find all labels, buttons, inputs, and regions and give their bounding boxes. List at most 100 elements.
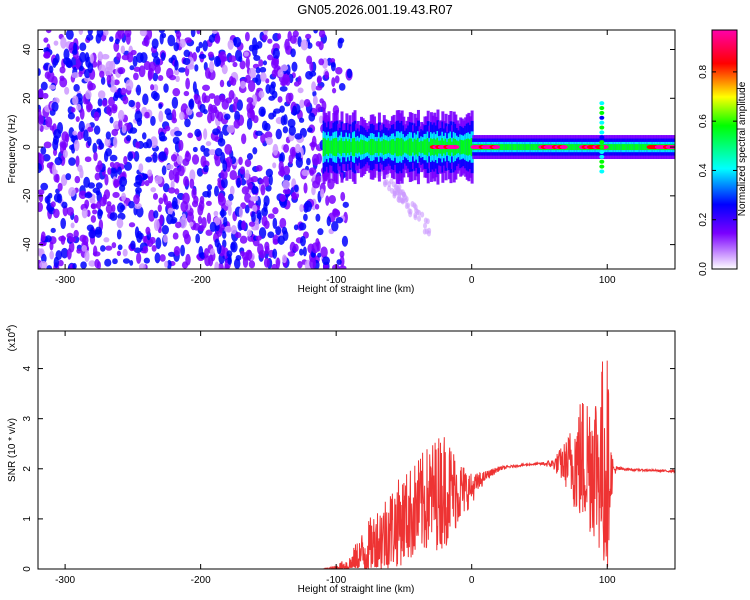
heatmap-cell <box>77 131 83 141</box>
heatmap-cell <box>504 144 508 151</box>
heatmap-cell <box>57 182 63 192</box>
snr-panel: -300 -200 -100 0 100 0 1 2 3 4 Height of straigh… <box>6 325 676 595</box>
heatmap-cell <box>133 247 142 254</box>
heatmap-cell <box>246 229 252 237</box>
heatmap-cell <box>174 59 179 71</box>
heatmap-cell <box>607 144 611 151</box>
heatmap-cell <box>189 178 195 189</box>
heatmap-cell <box>152 72 159 82</box>
heatmap-cell <box>277 96 283 103</box>
heatmap-cell <box>39 260 48 269</box>
heatmap-cell <box>524 144 528 151</box>
heatmap-cell <box>79 234 87 243</box>
heatmap-cell <box>84 192 93 199</box>
heatmap-cell <box>228 90 235 100</box>
heatmap-cell <box>224 143 233 155</box>
spectrogram-frame <box>37 29 676 270</box>
heatmap-cell <box>184 118 191 128</box>
heatmap-cell <box>247 80 256 92</box>
heatmap-cell <box>208 69 216 81</box>
heatmap-cell <box>74 175 81 184</box>
heatmap-cell <box>329 58 336 64</box>
heatmap-cell <box>116 250 122 257</box>
heatmap-cell <box>73 42 78 54</box>
heatmap-cell <box>197 204 204 216</box>
heatmap-cell <box>97 51 104 62</box>
heatmap-cell <box>210 248 215 255</box>
heatmap-cell <box>153 219 160 231</box>
heatmap-cell <box>321 256 330 265</box>
heatmap-cell <box>186 211 195 224</box>
heatmap-cell <box>106 201 112 207</box>
snr-y-tick-label: 0 <box>22 566 33 572</box>
heatmap-cell <box>76 248 82 254</box>
spectrogram-x-axis-label: Height of straight line (km) <box>298 284 415 295</box>
heatmap-cell <box>530 144 534 151</box>
heatmap-cell <box>126 52 134 63</box>
heatmap-cell <box>40 231 46 242</box>
heatmap-cell <box>460 139 464 155</box>
heatmap-cell <box>321 100 327 112</box>
heatmap-cell <box>51 101 59 112</box>
heatmap-cell <box>239 80 246 89</box>
heatmap-cell <box>348 139 352 156</box>
heatmap-cell <box>311 135 317 148</box>
heatmap-cell <box>220 223 225 231</box>
heatmap-cell <box>205 141 212 147</box>
heatmap-cell <box>277 235 285 245</box>
heatmap-cell <box>376 141 380 153</box>
heatmap-cell <box>202 40 208 52</box>
heatmap-cell <box>426 230 431 237</box>
snr-x-tick-label: -200 <box>191 575 211 586</box>
heatmap-cell <box>234 110 241 122</box>
heatmap-cell <box>414 207 419 214</box>
heatmap-cell <box>54 157 63 166</box>
heatmap-cell <box>312 95 318 106</box>
heatmap-cell <box>568 144 572 151</box>
heatmap-cell <box>626 144 630 151</box>
heatmap-cell <box>315 173 321 185</box>
heatmap-cell <box>97 160 103 171</box>
heatmap-cell <box>287 251 295 257</box>
heatmap-cell <box>261 215 268 227</box>
heatmap-cell <box>248 67 256 79</box>
heatmap-cell <box>79 51 87 63</box>
heatmap-cell <box>204 247 209 259</box>
heatmap-cell <box>152 193 159 200</box>
heatmap-cell <box>121 124 127 134</box>
heatmap-cell <box>219 79 225 88</box>
heatmap-cell <box>183 49 191 58</box>
heatmap-cell <box>315 41 321 47</box>
heatmap-cell <box>133 194 140 205</box>
heatmap-cell <box>50 201 56 208</box>
heatmap-cell <box>258 227 267 239</box>
heatmap-cell <box>61 201 68 209</box>
heatmap-cell <box>263 257 270 268</box>
heatmap-cell <box>152 151 158 163</box>
heatmap-cell <box>251 45 258 57</box>
heatmap-cell <box>149 236 156 245</box>
heatmap-cell <box>95 190 100 196</box>
heatmap-cell <box>159 32 164 45</box>
heatmap-cell <box>212 128 221 136</box>
heatmap-cell <box>255 235 262 241</box>
heatmap-cell <box>190 30 196 38</box>
heatmap-cell <box>621 144 625 151</box>
heatmap-cell <box>103 237 110 243</box>
heatmap-cell <box>270 58 279 69</box>
heatmap-cell <box>173 174 179 183</box>
heatmap-cell <box>147 169 153 177</box>
heatmap-cell <box>599 140 605 145</box>
heatmap-cell <box>400 137 404 157</box>
heatmap-cell <box>164 108 172 116</box>
heatmap-cell <box>77 164 83 173</box>
heatmap-cell <box>183 90 190 97</box>
heatmap-cell <box>312 90 317 97</box>
heatmap-cell <box>222 231 227 239</box>
spectrogram-x-ticks: -300 -200 -100 0 100 <box>55 30 616 286</box>
heatmap-cell <box>182 158 190 167</box>
heatmap-cell <box>212 30 218 35</box>
heatmap-cell <box>75 155 80 168</box>
heatmap-cell <box>240 250 245 257</box>
heatmap-cell <box>514 144 518 151</box>
